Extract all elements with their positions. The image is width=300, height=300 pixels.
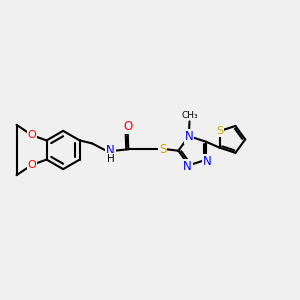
Text: S: S [216,126,223,136]
Text: N: N [203,155,212,168]
Text: O: O [28,160,36,170]
Text: CH₃: CH₃ [181,111,198,120]
Text: S: S [159,143,166,156]
Text: O: O [28,130,36,140]
Text: N: N [106,144,115,157]
Text: N: N [184,130,193,143]
Text: N: N [183,160,192,173]
Text: H: H [107,154,115,164]
Text: O: O [123,120,132,134]
